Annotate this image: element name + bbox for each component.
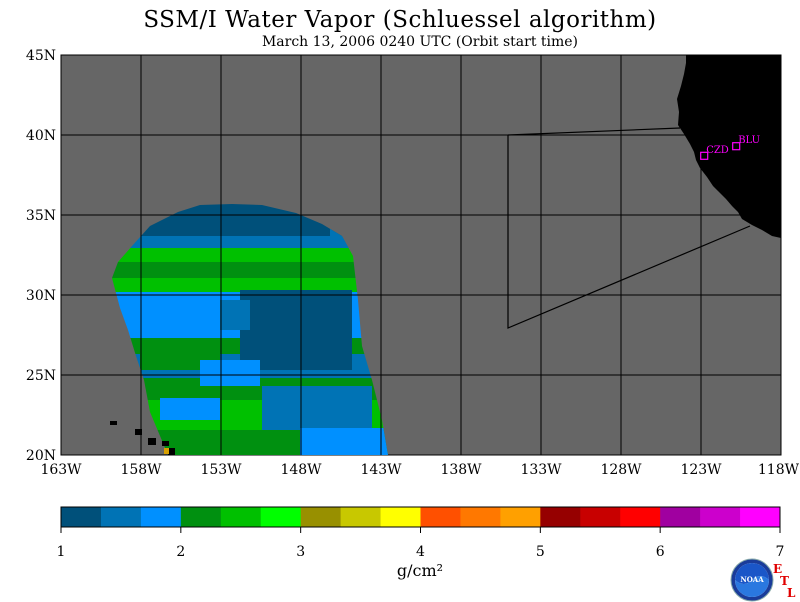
colorbar-swatch: [660, 507, 701, 527]
svg-text:NOAA: NOAA: [740, 575, 764, 584]
lat-label: 35N: [26, 208, 56, 224]
colorbar-swatch: [260, 507, 302, 527]
colorbar: [60, 506, 781, 528]
longitude-labels: 163W 158W 153W 148W 143W 138W 133W 128W 123W 118W: [40, 462, 799, 478]
flight-track: [507, 135, 751, 329]
lon-label: 118W: [758, 462, 800, 478]
colorbar-tick-label: 3: [296, 544, 305, 560]
colorbar-swatch: [580, 507, 621, 527]
lon-label: 138W: [440, 462, 482, 478]
graticule: [61, 55, 781, 455]
lat-label: 20N: [26, 448, 56, 464]
lon-label: 148W: [280, 462, 322, 478]
colorbar-swatch: [340, 507, 382, 527]
colorbar-tick-label: 4: [416, 544, 425, 560]
lon-label: 128W: [600, 462, 642, 478]
colorbar-swatch: [180, 507, 222, 527]
colorbar-swatch: [100, 507, 142, 527]
colorbar-swatch: [380, 507, 421, 527]
colorbar-swatch: [500, 507, 541, 527]
colorbar-tick-label: 6: [656, 544, 665, 560]
lon-label: 133W: [520, 462, 562, 478]
colorbar-tick-label: 7: [776, 544, 785, 560]
lat-label: 45N: [26, 48, 56, 64]
latitude-labels: 45N 40N 35N 30N 25N 20N: [26, 48, 56, 464]
colorbar-units: g/cm²: [396, 561, 444, 580]
colorbar-swatch: [140, 507, 182, 527]
station-marker: [732, 142, 741, 151]
colorbar-swatch: [740, 507, 781, 527]
colorbar-swatch: [540, 507, 581, 527]
lon-label: 153W: [200, 462, 242, 478]
lat-label: 30N: [26, 288, 56, 304]
colorbar-swatch: [220, 507, 262, 527]
colorbar-tick-label: 5: [536, 544, 545, 560]
colorbar-swatch: [700, 507, 741, 527]
station-label: CZD: [706, 145, 729, 156]
lon-label: 123W: [680, 462, 722, 478]
page-title: SSM/I Water Vapor (Schluessel algorithm): [143, 7, 657, 33]
colorbar-tick-label: 1: [57, 544, 66, 560]
lon-label: 143W: [360, 462, 402, 478]
lat-label: 40N: [26, 128, 56, 144]
hawaii-islands: [110, 421, 175, 455]
colorbar-tick-label: 2: [176, 544, 185, 560]
colorbar-ticks: 1 2 3 4 5 6 7: [57, 527, 785, 560]
page-subtitle: March 13, 2006 0240 UTC (Orbit start tim…: [261, 34, 579, 50]
lon-label: 163W: [40, 462, 82, 478]
etl-logo: E T L: [773, 562, 796, 600]
north-america-land: [677, 55, 781, 238]
noaa-logo: NOAA: [730, 558, 774, 602]
station-label: BLU: [738, 135, 760, 146]
colorbar-swatch: [61, 507, 102, 527]
station-marker: [700, 151, 709, 160]
colorbar-swatch: [300, 507, 342, 527]
colorbar-swatch: [620, 507, 661, 527]
colorbar-swatch: [420, 507, 461, 527]
stations: CZD BLU: [700, 135, 760, 160]
lat-label: 25N: [26, 368, 56, 384]
lon-label: 158W: [120, 462, 162, 478]
flight-track: [507, 127, 681, 136]
colorbar-swatch: [460, 507, 501, 527]
